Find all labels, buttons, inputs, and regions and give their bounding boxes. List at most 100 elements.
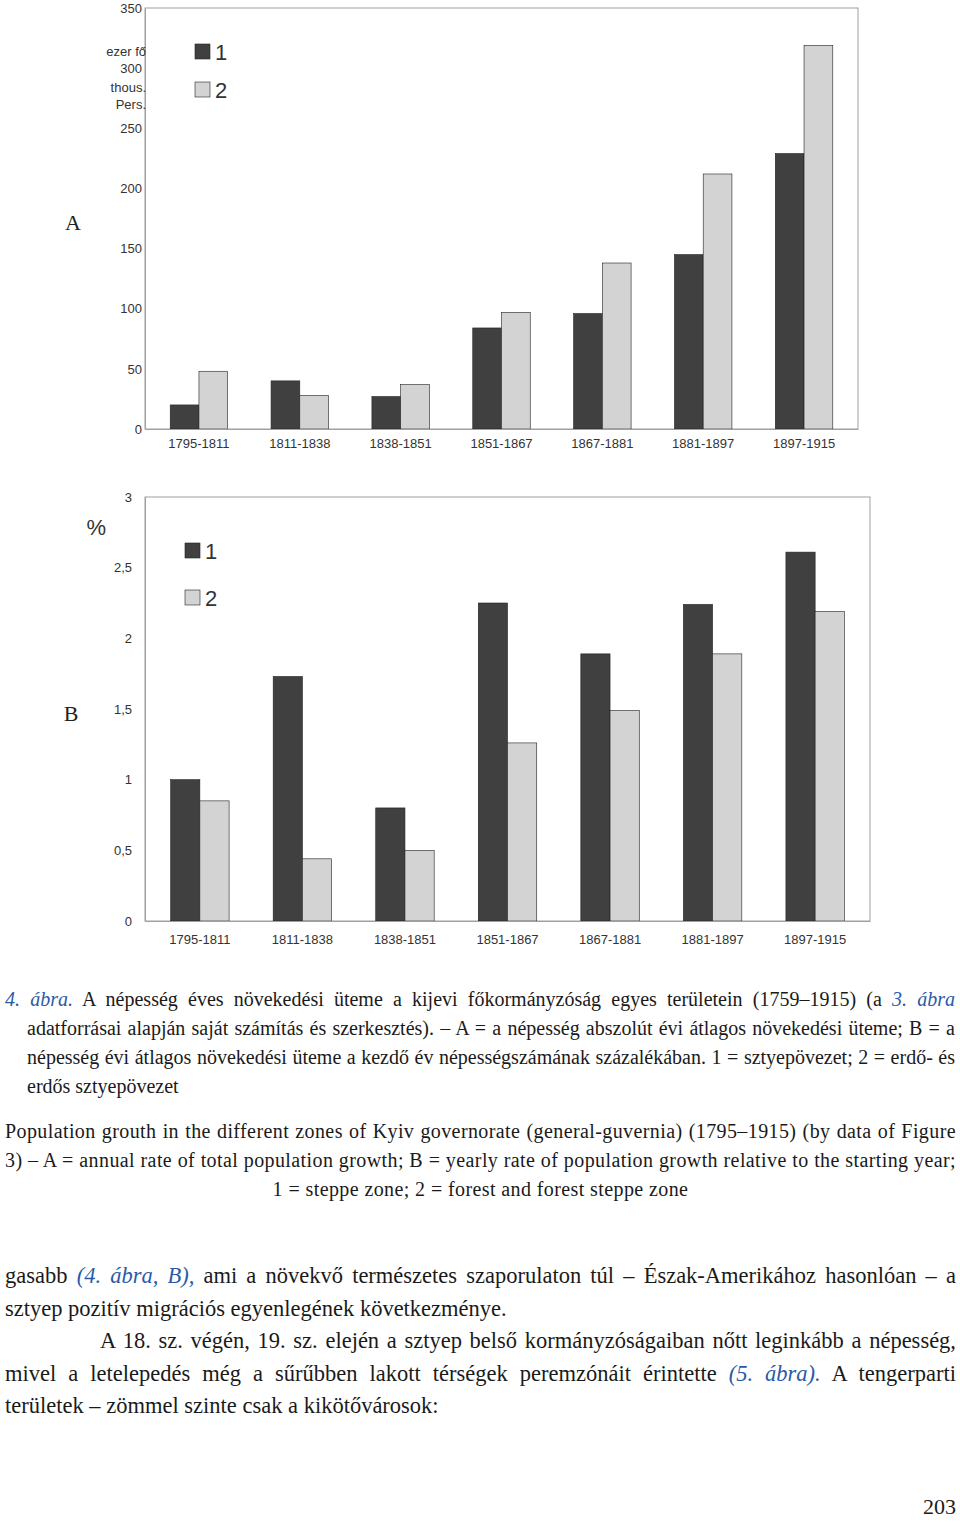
bar (574, 314, 603, 429)
tick: 1838-1851 (374, 921, 436, 947)
tick: 1897-1915 (773, 429, 835, 451)
tick: 0 (135, 422, 145, 437)
bars (171, 552, 845, 921)
tick: 1851-1867 (476, 921, 538, 947)
tick-label: 3 (125, 490, 132, 505)
legend-swatch (195, 44, 210, 59)
category-label: 1851-1867 (476, 932, 538, 947)
bar (775, 154, 804, 429)
paragraph: gasabb (4. ábra, B), ami a növekvő termé… (5, 1260, 956, 1325)
tick: 1811-1838 (269, 429, 330, 451)
bar (300, 395, 329, 429)
bar (171, 780, 200, 921)
category-label: 1795-1811 (168, 436, 229, 451)
legend-swatch (185, 543, 200, 558)
figure-reference: 3. ábra (892, 988, 955, 1010)
caption-en: Population grouth in the different zones… (5, 1117, 956, 1204)
axis-line (145, 498, 146, 922)
bar (199, 371, 228, 429)
tick: 0 (125, 914, 145, 929)
bar (273, 676, 302, 921)
tick: 1867-1881 (571, 429, 633, 451)
bar (804, 45, 833, 429)
tick-label: 1,5 (114, 702, 132, 717)
legend: 12 (189, 38, 237, 118)
tick: 1,5 (114, 702, 145, 717)
tick: 1811-1838 (272, 921, 333, 947)
category-label: 1867-1881 (579, 932, 641, 947)
x-axis: 1795-1811 1811-1838 1838-1851 1851-1867 1867… (146, 921, 871, 947)
paragraph: A 18. sz. végén, 19. sz. elején a sztyep… (5, 1325, 956, 1423)
bar (271, 381, 300, 429)
bar (581, 654, 610, 921)
y-axis: 0 50 100 150 200 250 300 350 (120, 1, 145, 437)
bars (170, 45, 833, 429)
tick: 3 (125, 490, 145, 505)
tick: 1795-1811 (169, 921, 230, 947)
tick-label: 0,5 (114, 843, 132, 858)
bar (683, 604, 712, 921)
tick: 350 (120, 1, 145, 16)
tick-label: 150 (120, 241, 142, 256)
bar (703, 174, 732, 429)
legend-label: 1 (205, 539, 217, 564)
legend-box (179, 537, 227, 635)
category-label: 1881-1897 (672, 436, 734, 451)
tick-label: 1 (125, 772, 132, 787)
figure-reference: (4. ábra, B), (77, 1263, 195, 1288)
tick: 0,5 (114, 843, 145, 858)
chart-panel: 0 50 100 150 200 250 300 350 1795-1811 1811-1838 1… (65, 1, 858, 452)
text-run: adatforrásai alapján saját számítás és s… (27, 1017, 955, 1097)
legend-label: 1 (215, 40, 227, 65)
tick: 2,5 (114, 560, 145, 575)
text-run: gasabb (5, 1263, 77, 1288)
bar (713, 654, 742, 921)
legend-swatch (195, 82, 210, 97)
tick-label: 0 (135, 422, 142, 437)
plot-frame (145, 497, 870, 921)
category-label: 1811-1838 (272, 932, 333, 947)
axis-line (145, 9, 146, 430)
bar (401, 384, 430, 429)
tick: 250 (120, 121, 145, 136)
tick-label: 50 (128, 362, 142, 377)
tick: 1881-1897 (682, 921, 744, 947)
category-label: 1795-1811 (169, 932, 230, 947)
plot-frame (145, 8, 858, 429)
bar (372, 397, 401, 429)
tick: 200 (120, 181, 145, 196)
figure-reference: (5. ábra). (729, 1361, 821, 1386)
tick-label: 100 (120, 301, 142, 316)
tick-label: 2 (125, 631, 132, 646)
bar (405, 850, 434, 921)
page-number: 203 (923, 1494, 956, 1520)
category-label: 1838-1851 (374, 932, 436, 947)
bar (478, 603, 507, 921)
category-label: 1811-1838 (269, 436, 330, 451)
bar (376, 808, 405, 921)
tick: 300 (120, 61, 145, 76)
tick: 1867-1881 (579, 921, 641, 947)
tick-label: 200 (120, 181, 142, 196)
caption-hu: 4. ábra. A népesség éves növekedési ütem… (5, 985, 955, 1101)
axis-title: % (86, 515, 106, 540)
tick-label: 2,5 (114, 560, 132, 575)
tick: 2 (125, 631, 145, 646)
bar (602, 263, 631, 429)
legend-swatch (185, 590, 200, 605)
tick: 150 (120, 241, 145, 256)
axis-line (146, 429, 859, 430)
axis-line (146, 921, 871, 922)
bar (473, 328, 502, 429)
tick-label: 300 (120, 61, 142, 76)
legend-box (189, 38, 237, 118)
chart-panel: 0 0,5 1 1,5 2 2,5 3 1795-1811 1811-1838 1838-1851… (64, 490, 871, 948)
axis-title: ezer fő (106, 44, 146, 59)
bar (815, 611, 844, 921)
bar (674, 255, 703, 429)
figure-reference: 4. ábra. (5, 988, 73, 1010)
tick-label: 250 (120, 121, 142, 136)
tick: 1838-1851 (370, 429, 432, 451)
bar (200, 801, 229, 921)
bar (502, 312, 531, 429)
